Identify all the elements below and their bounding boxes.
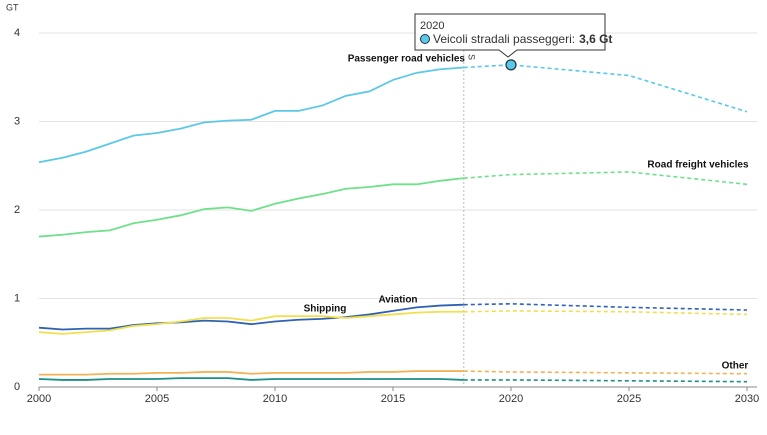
x-tick-label: 2015 [381,393,405,405]
y-tick-label: 1 [14,292,20,304]
y-tick-label: 4 [14,27,20,39]
series-label: Passenger road vehicles [348,54,466,65]
line-series [38,303,464,331]
series-label: Shipping [304,304,347,315]
x-tick-label: 2000 [27,393,51,405]
y-tick-label: 0 [14,381,20,393]
y-tick-label: 2 [14,204,20,216]
line-series [38,310,464,335]
line-series [38,377,464,381]
projection-line-series [463,370,748,375]
projection-line-series [463,310,748,316]
projection-line-series [463,64,748,113]
tooltip-series-label: Veicoli stradali passeggeri: [433,32,575,46]
line-series [38,66,464,164]
tooltip-value: 3,6 Gt [579,32,612,46]
projection-line-series [463,171,748,186]
x-tick-label: 2020 [499,393,523,405]
x-tick-label: 2010 [263,393,287,405]
projection-label: S [466,54,476,60]
series-label: Road freight vehicles [647,160,749,171]
tooltip-box [414,13,606,58]
hover-point [505,59,517,71]
y-axis-label: GT [6,2,19,12]
projection-line-series [463,303,748,311]
series-label: Other [722,361,749,372]
tooltip-x: 2020 [420,20,444,32]
tooltip-series: Veicoli stradali passeggeri: 3,6 Gt [433,32,612,46]
line-series [39,370,464,376]
x-tick-label: 2025 [617,393,641,405]
series-label: Aviation [378,295,417,306]
line-series [38,177,464,238]
x-tick-label: 2030 [735,393,759,405]
projection-line-series [463,379,748,383]
y-tick-label: 3 [14,115,20,127]
x-tick-label: 2005 [145,393,169,405]
tooltip-swatch [420,34,430,44]
